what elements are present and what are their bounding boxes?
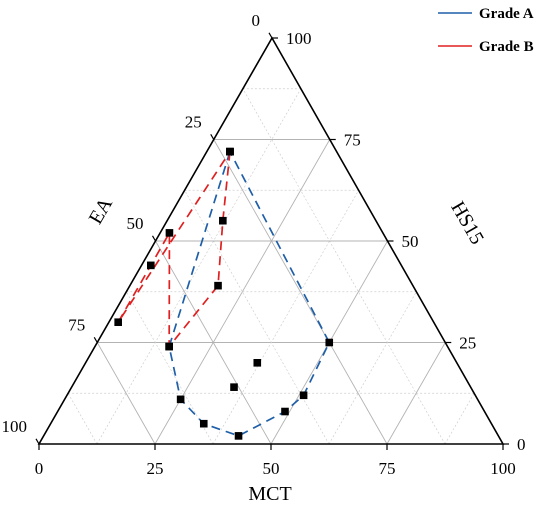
data-point	[226, 147, 234, 156]
tick-label-mct: 75	[379, 459, 396, 478]
tick-mark-ea	[210, 134, 215, 140]
tick-label-hs15: 25	[459, 334, 476, 353]
data-point	[253, 359, 262, 367]
tick-mark-ea	[151, 235, 157, 242]
data-point	[199, 419, 208, 428]
data-point	[281, 407, 289, 416]
grid-line-ea	[96, 342, 156, 445]
tick-label-hs15: 75	[344, 131, 361, 150]
grid-line-mct	[444, 393, 475, 445]
tick-mark-ea	[93, 337, 98, 343]
axis-title-mct: MCT	[248, 483, 291, 505]
tick-label-mct: 100	[490, 459, 516, 478]
data-point	[214, 281, 222, 290]
tick-mark-ea	[268, 32, 273, 39]
grid-line-ea	[155, 240, 272, 445]
legend: Grade A Grade B	[438, 6, 534, 55]
grid-line-mct	[212, 190, 359, 445]
tick-mark-ea	[35, 438, 40, 445]
legend-label: Grade B	[479, 39, 534, 55]
data-point	[165, 229, 174, 237]
data-point	[234, 432, 243, 440]
data-point	[165, 342, 173, 351]
tick-label-mct: 0	[35, 459, 44, 478]
tick-label-ea: 0	[252, 11, 261, 30]
grid-line-mct	[328, 291, 417, 445]
tick-label-ea: 100	[2, 417, 28, 436]
data-point	[219, 216, 227, 225]
grid-line-ea	[126, 291, 214, 445]
tick-labels: 0 0 0 25 25 25 50 50 50 75 75 75 100 100 100	[2, 11, 526, 478]
series-line-grade-b	[117, 151, 231, 349]
data-point	[147, 261, 155, 270]
grid-line-mct	[96, 88, 302, 445]
axis-title-hs15: HS15	[446, 198, 488, 248]
tick-label-ea: 50	[127, 214, 144, 233]
tick-label-hs15: 100	[286, 29, 312, 48]
data-point	[299, 391, 308, 400]
grid-line-ea	[67, 393, 98, 445]
grid-layer	[67, 88, 475, 445]
data-point	[230, 383, 238, 391]
axis-title-ea: EA	[85, 193, 118, 228]
tick-label-ea: 75	[68, 316, 85, 335]
tick-label-ea: 25	[185, 113, 202, 132]
series-layer	[114, 147, 334, 440]
grid-line-ea	[184, 190, 330, 445]
data-point	[114, 318, 122, 326]
tick-label-hs15: 0	[517, 435, 526, 454]
tick-label-mct: 50	[263, 459, 280, 478]
legend-label: Grade A	[479, 6, 534, 22]
tick-label-hs15: 50	[402, 232, 419, 251]
grid-line-ea	[242, 88, 446, 445]
data-point	[176, 395, 185, 404]
tick-label-mct: 25	[147, 459, 164, 478]
grid-line-mct	[386, 342, 446, 445]
data-point	[325, 338, 334, 347]
